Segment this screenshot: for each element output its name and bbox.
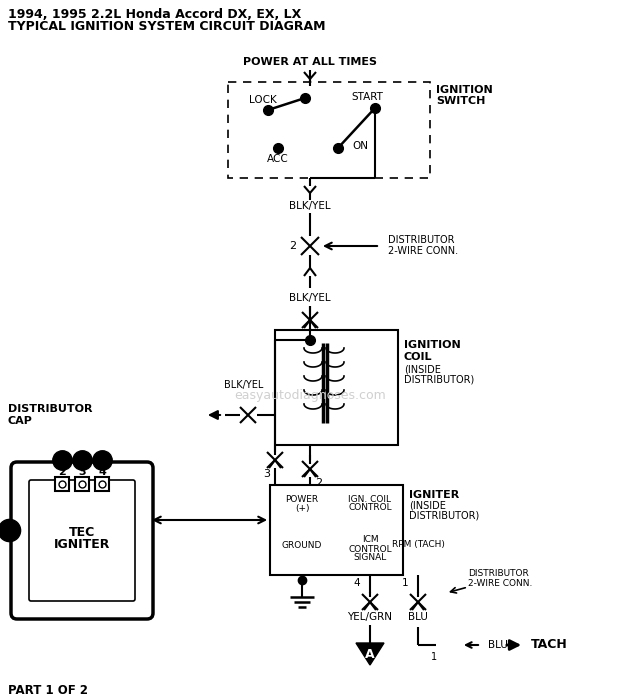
Text: BLK/YEL: BLK/YEL [224,380,263,390]
Text: 3: 3 [78,467,86,477]
Text: 4: 4 [353,578,360,588]
Text: RPM (TACH): RPM (TACH) [392,540,444,550]
Text: 1: 1 [401,578,408,588]
Text: BLK/YEL: BLK/YEL [289,293,331,303]
Text: ON: ON [352,141,368,151]
Text: 4: 4 [98,467,106,477]
Text: 1994, 1995 2.2L Honda Accord DX, EX, LX: 1994, 1995 2.2L Honda Accord DX, EX, LX [8,8,301,20]
Text: ACC: ACC [267,154,289,164]
Text: 2: 2 [315,478,322,488]
Text: BLU: BLU [408,612,428,622]
Text: CONTROL: CONTROL [348,545,392,554]
Text: ICM: ICM [362,536,378,545]
Text: IGNITER: IGNITER [54,538,110,552]
Text: SIGNAL: SIGNAL [353,554,387,563]
Text: CAP: CAP [8,416,33,426]
FancyBboxPatch shape [228,82,430,178]
Text: START: START [351,92,383,102]
Text: PART 1 OF 2: PART 1 OF 2 [8,683,88,696]
Text: 2: 2 [58,467,66,477]
Text: IGN. COIL: IGN. COIL [349,494,391,503]
Text: LOCK: LOCK [249,95,277,105]
FancyBboxPatch shape [29,480,135,601]
Text: (+): (+) [295,503,309,512]
Text: 2-WIRE CONN.: 2-WIRE CONN. [388,246,458,256]
Text: 2-WIRE CONN.: 2-WIRE CONN. [468,578,532,587]
Text: COIL: COIL [404,352,433,362]
Text: DISTRIBUTOR): DISTRIBUTOR) [404,375,474,385]
FancyBboxPatch shape [11,462,153,619]
Text: (INSIDE: (INSIDE [404,364,441,374]
Text: 4: 4 [99,455,106,465]
Text: DISTRIBUTOR: DISTRIBUTOR [8,404,93,414]
Text: 2: 2 [59,455,66,465]
Text: GROUND: GROUND [282,540,322,550]
FancyBboxPatch shape [270,485,403,575]
Text: POWER: POWER [286,494,318,503]
Text: (INSIDE: (INSIDE [409,501,446,511]
FancyBboxPatch shape [275,330,398,445]
Text: DISTRIBUTOR: DISTRIBUTOR [468,568,529,578]
Text: IGNITION: IGNITION [404,340,461,350]
Text: 3: 3 [263,469,270,479]
Text: DISTRIBUTOR): DISTRIBUTOR) [409,511,479,521]
Text: TYPICAL IGNITION SYSTEM CIRCUIT DIAGRAM: TYPICAL IGNITION SYSTEM CIRCUIT DIAGRAM [8,20,326,34]
Text: CONTROL: CONTROL [348,503,392,512]
Text: easyautodiagnoses.com: easyautodiagnoses.com [234,389,386,402]
Text: BLU: BLU [488,640,508,650]
Text: DISTRIBUTOR: DISTRIBUTOR [388,235,454,245]
Text: IGNITER: IGNITER [409,490,459,500]
Text: BLK/YEL: BLK/YEL [289,201,331,211]
Text: 1: 1 [431,652,437,662]
Text: 1: 1 [6,525,12,535]
Text: YEL/GRN: YEL/GRN [347,612,392,622]
Polygon shape [356,643,384,665]
Text: TACH: TACH [531,638,568,652]
Text: 3: 3 [78,455,85,465]
Text: 2: 2 [289,241,296,251]
Text: TEC: TEC [69,526,95,538]
Text: SWITCH: SWITCH [436,96,485,106]
Text: IGNITION: IGNITION [436,85,493,95]
Text: A: A [365,648,375,661]
Text: POWER AT ALL TIMES: POWER AT ALL TIMES [243,57,377,67]
